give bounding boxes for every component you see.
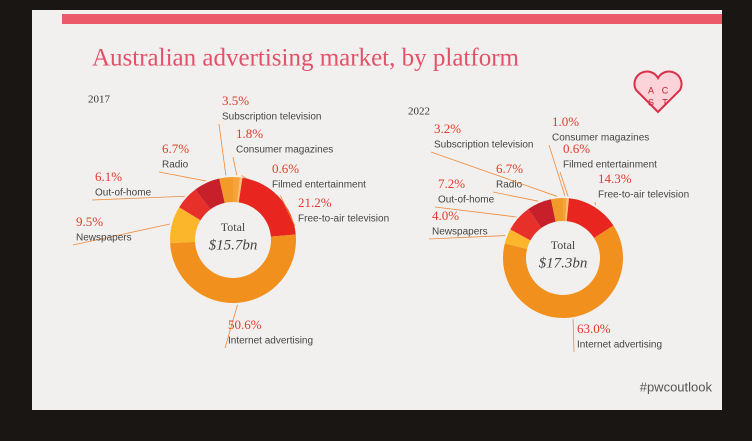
leader-line: [232, 156, 238, 176]
value-label: 1.0%: [552, 114, 579, 129]
category-label: Internet advertising: [228, 336, 313, 347]
value-label: 14.3%: [598, 171, 632, 186]
category-label: Subscription television: [222, 112, 322, 123]
value-label: 21.2%: [298, 195, 332, 210]
center-value: $17.3bn: [539, 255, 588, 271]
category-label: Out-of-home: [95, 188, 152, 199]
donut-segment: [510, 209, 542, 241]
value-label: 3.2%: [434, 121, 461, 136]
category-label: Radio: [162, 160, 189, 171]
value-label: 0.6%: [272, 161, 299, 176]
value-label: 4.0%: [432, 208, 459, 223]
leader-line: [428, 235, 506, 240]
donut-segment: [563, 198, 567, 222]
leader-line: [434, 206, 517, 218]
value-label: 6.7%: [162, 141, 189, 156]
donut-segment: [565, 198, 570, 222]
logo-letter: T: [662, 97, 668, 107]
leader-line: [280, 195, 296, 227]
donut-segment: [233, 177, 241, 203]
value-label: 1.8%: [236, 126, 263, 141]
value-label: 50.6%: [228, 317, 262, 332]
leader-line: [492, 191, 539, 202]
top-bar: [62, 14, 722, 24]
value-label: 9.5%: [76, 214, 103, 229]
leader-line: [430, 151, 557, 197]
slide-title: Australian advertising market, by platfo…: [92, 45, 520, 72]
donut-segment: [170, 234, 297, 304]
leader-line: [572, 319, 575, 353]
donut-segment: [170, 207, 201, 244]
category-label: Radio: [496, 180, 523, 191]
donut-segment: [219, 177, 233, 203]
category-label: Out-of-home: [438, 195, 495, 206]
category-label: Free-to-air television: [598, 190, 689, 201]
center-label: Total: [551, 238, 576, 252]
chart-title: 2017: [88, 94, 111, 106]
category-label: Newspapers: [76, 233, 132, 244]
donut-segment: [504, 229, 531, 250]
donut-segment: [195, 178, 225, 210]
value-label: 7.2%: [438, 176, 465, 191]
category-label: Free-to-air television: [298, 214, 389, 225]
category-label: Subscription television: [434, 140, 534, 151]
donut-segment: [551, 198, 563, 222]
hashtag: #pwcoutlook: [640, 379, 713, 394]
leader-line: [224, 304, 238, 349]
center-label: Total: [221, 220, 246, 234]
leader-line: [559, 171, 569, 197]
chart-title: 2022: [408, 106, 430, 118]
donut-segment: [237, 177, 243, 203]
leader-line: [158, 171, 206, 182]
donut-segment: [528, 199, 556, 228]
leader-line: [91, 195, 185, 201]
logo-letter: S: [648, 97, 654, 107]
value-label: 3.5%: [222, 93, 249, 108]
category-label: Consumer magazines: [552, 133, 649, 144]
donut-segment: [179, 189, 211, 221]
donut-segment: [238, 177, 296, 237]
value-label: 63.0%: [577, 321, 611, 336]
category-label: Filmed entertainment: [563, 160, 657, 171]
category-label: Newspapers: [432, 227, 488, 238]
logo-heart: [633, 70, 683, 114]
leader-line: [72, 223, 171, 246]
leader-line: [218, 123, 227, 176]
category-label: Internet advertising: [577, 340, 662, 351]
value-label: 0.6%: [563, 141, 590, 156]
donut-segment: [503, 225, 623, 319]
value-label: 6.7%: [496, 161, 523, 176]
donut-segment: [566, 198, 614, 238]
category-label: Consumer magazines: [236, 145, 333, 156]
slide: [32, 10, 722, 410]
category-label: Filmed entertainment: [272, 180, 366, 191]
logo-letter: C: [662, 85, 669, 95]
logo-letter: A: [648, 85, 654, 95]
value-label: 6.1%: [95, 169, 122, 184]
leader-line: [548, 144, 566, 197]
center-value: $15.7bn: [209, 237, 258, 253]
